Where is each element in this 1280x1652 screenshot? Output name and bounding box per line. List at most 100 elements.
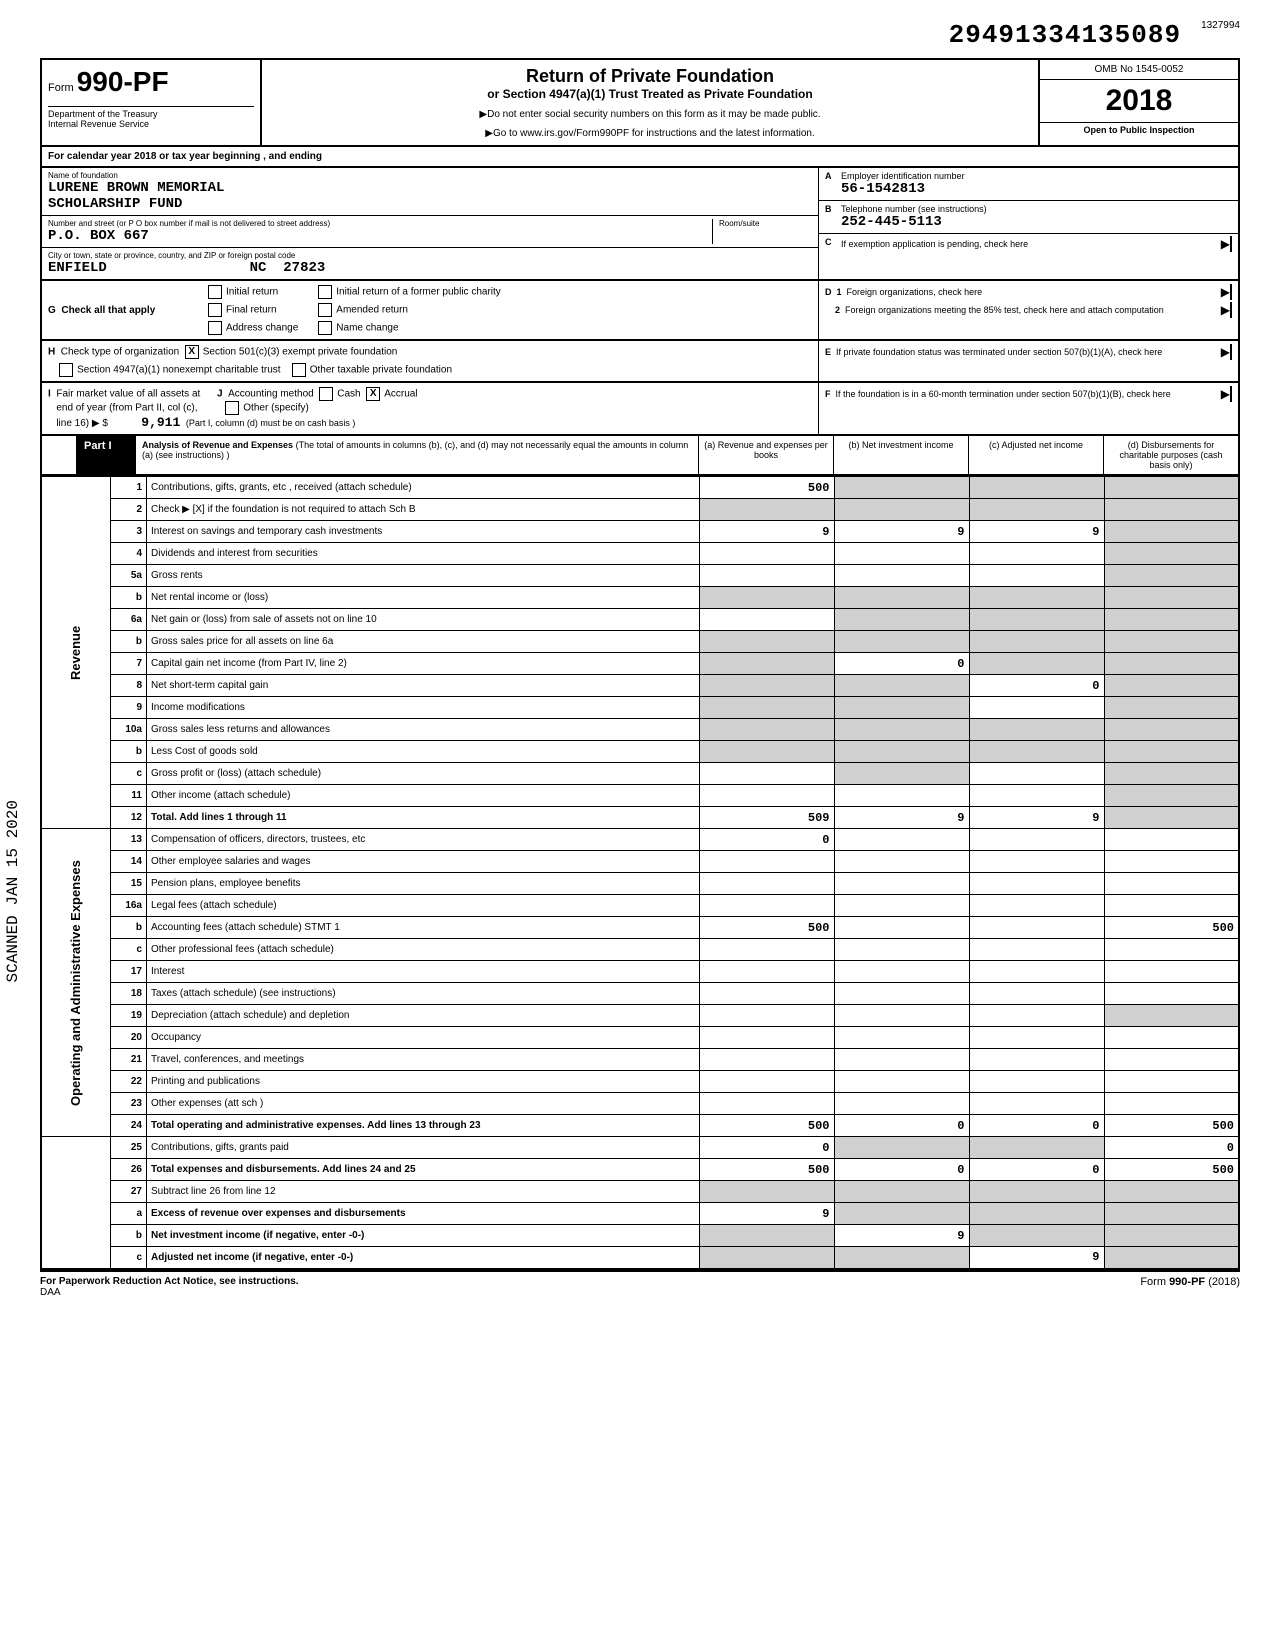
row-num: 25 [111, 1137, 147, 1159]
checkbox-initial[interactable] [208, 285, 222, 299]
checkbox-addrchg[interactable] [208, 321, 222, 335]
checkbox-cash[interactable] [319, 387, 333, 401]
row-num: b [111, 587, 147, 609]
d1-label: Foreign organizations, check here [847, 287, 983, 297]
h-label: Check type of organization [61, 347, 179, 358]
row-amt: 500 [699, 1115, 834, 1137]
part1-title: Analysis of Revenue and Expenses [142, 440, 293, 450]
checkbox-other-tax[interactable] [292, 363, 306, 377]
foundation-city: ENFIELD [48, 260, 107, 276]
checkbox-initial-former[interactable] [318, 285, 332, 299]
h-opt1: Section 501(c)(3) exempt private foundat… [203, 347, 398, 358]
form-subtitle: or Section 4947(a)(1) Trust Treated as P… [268, 87, 1032, 101]
row-num: 23 [111, 1093, 147, 1115]
checkbox-other-acct[interactable] [225, 401, 239, 415]
row-num: 27 [111, 1181, 147, 1203]
row-num: a [111, 1203, 147, 1225]
ein-value: 56-1542813 [841, 181, 1232, 197]
fmv-value: 9,911 [141, 415, 180, 430]
row-desc: Taxes (attach schedule) (see instruction… [147, 983, 700, 1005]
g-opt4: Amended return [336, 305, 408, 316]
row-num: 5a [111, 565, 147, 587]
row-num: 9 [111, 697, 147, 719]
row-num: 15 [111, 873, 147, 895]
row-desc: Total. Add lines 1 through 11 [147, 807, 700, 829]
checkbox-amended[interactable] [318, 303, 332, 317]
checkbox-d1[interactable] [1230, 284, 1232, 300]
checkbox-accrual[interactable]: X [366, 387, 380, 401]
checkbox-c[interactable] [1230, 236, 1232, 252]
ijf-row: I Fair market value of all assets at J A… [40, 381, 1240, 435]
row-desc: Gross sales price for all assets on line… [147, 631, 700, 653]
room-label: Room/suite [719, 219, 812, 228]
j-accrual: Accrual [384, 389, 417, 400]
row-amt: 0 [969, 1159, 1104, 1181]
col-c-header: (c) Adjusted net income [968, 436, 1103, 474]
label-a: A [825, 171, 841, 197]
c-label: If exemption application is pending, che… [841, 239, 1028, 249]
row-amt: 0 [834, 1115, 969, 1137]
checkbox-final[interactable] [208, 303, 222, 317]
checkbox-d2[interactable] [1230, 302, 1232, 318]
row-amt: 9 [834, 807, 969, 829]
row-amt: 9 [969, 1247, 1104, 1269]
checkbox-4947[interactable] [59, 363, 73, 377]
h-opt3: Other taxable private foundation [310, 365, 452, 376]
row-num: 18 [111, 983, 147, 1005]
d2-label: Foreign organizations meeting the 85% te… [845, 305, 1164, 315]
e-label: If private foundation status was termina… [836, 347, 1162, 357]
row-amt: 0 [699, 1137, 834, 1159]
row-desc: Capital gain net income (from Part IV, l… [147, 653, 700, 675]
row-desc: Net short-term capital gain [147, 675, 700, 697]
form-reference: Form 990-PF (2018) [1140, 1276, 1240, 1298]
row-amt: 9 [834, 1225, 969, 1247]
dept-line2: Internal Revenue Service [48, 119, 254, 129]
entity-info-block: Name of foundation LURENE BROWN MEMORIAL… [40, 166, 1240, 279]
row-desc: Total expenses and disbursements. Add li… [147, 1159, 700, 1181]
row-num: 16a [111, 895, 147, 917]
row-desc: Travel, conferences, and meetings [147, 1049, 700, 1071]
dln: 29491334135089 [949, 20, 1181, 50]
row-amt: 500 [699, 1159, 834, 1181]
row-desc: Interest on savings and temporary cash i… [147, 521, 700, 543]
checkbox-e[interactable] [1230, 344, 1232, 360]
checkbox-namechg[interactable] [318, 321, 332, 335]
row-desc: Other professional fees (attach schedule… [147, 939, 700, 961]
form-prefix: Form [48, 82, 74, 94]
sequence-num: 1327994 [1201, 20, 1240, 50]
addr-label: Number and street (or P O box number if … [48, 219, 712, 228]
row-amt: 0 [969, 675, 1104, 697]
row-amt: 509 [699, 807, 834, 829]
foundation-address: P.O. BOX 667 [48, 228, 712, 244]
page-footer: For Paperwork Reduction Act Notice, see … [40, 1270, 1240, 1298]
col-a-header: (a) Revenue and expenses per books [698, 436, 833, 474]
row-num: 1 [111, 477, 147, 499]
row-desc: Check ▶ [X] if the foundation is not req… [147, 499, 700, 521]
row-desc: Subtract line 26 from line 12 [147, 1181, 700, 1203]
checkbox-501c3[interactable]: X [185, 345, 199, 359]
row-num: 22 [111, 1071, 147, 1093]
row-desc: Pension plans, employee benefits [147, 873, 700, 895]
row-desc: Net rental income or (loss) [147, 587, 700, 609]
row-num: 7 [111, 653, 147, 675]
row-num: 21 [111, 1049, 147, 1071]
row-amt: 9 [699, 1203, 834, 1225]
col-b-header: (b) Net investment income [833, 436, 968, 474]
g-opt1: Final return [226, 305, 277, 316]
scanned-stamp: SCANNED JAN 15 2020 [4, 800, 22, 982]
g-opt2: Address change [226, 323, 298, 334]
form-header: Form 990-PF Department of the Treasury I… [40, 58, 1240, 145]
part1-label: Part I [76, 436, 136, 474]
open-inspection: Open to Public Inspection [1040, 122, 1238, 137]
row-amt: 500 [1104, 917, 1239, 939]
row-desc: Adjusted net income (if negative, enter … [147, 1247, 700, 1269]
row-num: 19 [111, 1005, 147, 1027]
form-number: 990-PF [77, 66, 169, 97]
checkbox-f[interactable] [1230, 386, 1232, 402]
ein-label: Employer identification number [841, 171, 1232, 181]
foundation-name1: LURENE BROWN MEMORIAL [48, 180, 812, 196]
form-note1: ▶Do not enter social security numbers on… [268, 109, 1032, 120]
part1-header: Part I Analysis of Revenue and Expenses … [40, 435, 1240, 476]
label-b: B [825, 204, 841, 230]
j-label: Accounting method [228, 389, 314, 400]
